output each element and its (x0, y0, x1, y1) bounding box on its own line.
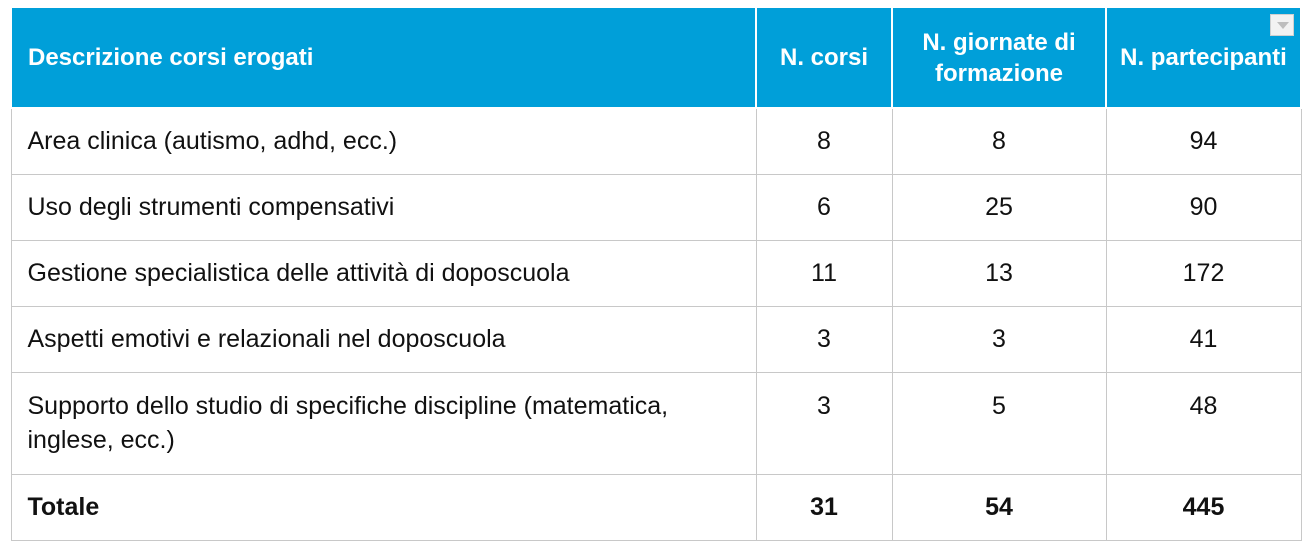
table-row: Area clinica (autismo, adhd, ecc.) 8 8 9… (10, 107, 1302, 175)
row-n-giornate: 25 (891, 173, 1107, 241)
courses-table-container: Descrizione corsi erogati N. corsi N. gi… (10, 6, 1302, 542)
header-n-partecipanti-label: N. partecipanti (1120, 44, 1287, 71)
header-n-corsi: N. corsi (755, 6, 893, 109)
row-n-partecipanti: 94 (1105, 107, 1302, 175)
total-n-partecipanti: 445 (1105, 473, 1302, 541)
row-n-corsi: 11 (755, 239, 893, 307)
total-n-corsi: 31 (755, 473, 893, 541)
row-n-giornate: 5 (891, 371, 1107, 475)
row-description: Area clinica (autismo, adhd, ecc.) (10, 107, 757, 175)
row-n-corsi: 3 (755, 371, 893, 475)
header-n-partecipanti: N. partecipanti (1105, 6, 1302, 109)
row-description: Gestione specialistica delle attività di… (10, 239, 757, 307)
row-n-giornate: 3 (891, 305, 1107, 373)
header-row: Descrizione corsi erogati N. corsi N. gi… (10, 6, 1302, 109)
row-description: Aspetti emotivi e relazionali nel doposc… (10, 305, 757, 373)
row-n-partecipanti: 41 (1105, 305, 1302, 373)
row-n-partecipanti: 90 (1105, 173, 1302, 241)
row-description: Supporto dello studio di specifiche disc… (10, 371, 757, 475)
total-row: Totale 31 54 445 (10, 473, 1302, 541)
table-row: Gestione specialistica delle attività di… (10, 239, 1302, 307)
table-row: Aspetti emotivi e relazionali nel doposc… (10, 305, 1302, 373)
header-descrizione: Descrizione corsi erogati (10, 6, 757, 109)
header-n-giornate: N. giornate di formazione (891, 6, 1107, 109)
row-n-corsi: 3 (755, 305, 893, 373)
row-n-giornate: 13 (891, 239, 1107, 307)
chevron-down-icon[interactable] (1270, 14, 1294, 36)
row-n-corsi: 6 (755, 173, 893, 241)
table-row: Supporto dello studio di specifiche disc… (10, 371, 1302, 475)
row-n-giornate: 8 (891, 107, 1107, 175)
row-description: Uso degli strumenti compensativi (10, 173, 757, 241)
total-n-giornate: 54 (891, 473, 1107, 541)
courses-table: Descrizione corsi erogati N. corsi N. gi… (10, 6, 1302, 541)
total-label: Totale (10, 473, 757, 541)
row-n-partecipanti: 172 (1105, 239, 1302, 307)
row-n-partecipanti: 48 (1105, 371, 1302, 475)
table-row: Uso degli strumenti compensativi 6 25 90 (10, 173, 1302, 241)
row-n-corsi: 8 (755, 107, 893, 175)
